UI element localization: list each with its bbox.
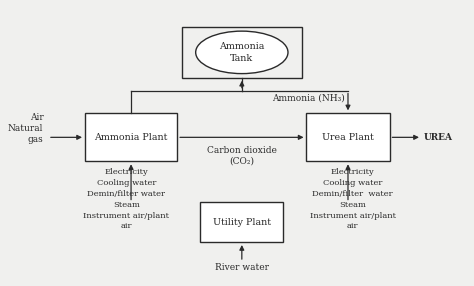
FancyBboxPatch shape [182, 27, 302, 78]
Text: Steam: Steam [339, 201, 366, 209]
Text: Demin/filter water: Demin/filter water [87, 190, 165, 198]
Text: Electricity: Electricity [105, 168, 148, 176]
Text: Ammonia (NH₃): Ammonia (NH₃) [273, 94, 345, 102]
Ellipse shape [196, 31, 288, 74]
Text: Instrument air/plant: Instrument air/plant [310, 212, 396, 220]
Text: Electricity: Electricity [331, 168, 374, 176]
FancyBboxPatch shape [85, 113, 177, 161]
FancyBboxPatch shape [201, 202, 283, 242]
Text: Instrument air/plant: Instrument air/plant [83, 212, 169, 220]
Text: Air
Natural
gas: Air Natural gas [8, 113, 43, 144]
Text: Demin/filter  water: Demin/filter water [312, 190, 393, 198]
Text: UREA: UREA [424, 133, 453, 142]
Text: River water: River water [215, 263, 269, 272]
Text: Carbon dioxide
(CO₂): Carbon dioxide (CO₂) [207, 146, 277, 166]
Text: Cooling water: Cooling water [323, 179, 383, 187]
Text: Ammonia
Tank: Ammonia Tank [219, 42, 264, 63]
Text: Urea Plant: Urea Plant [322, 133, 374, 142]
FancyBboxPatch shape [307, 113, 390, 161]
Text: Steam: Steam [113, 201, 140, 209]
Text: Ammonia Plant: Ammonia Plant [94, 133, 168, 142]
Text: Cooling water: Cooling water [97, 179, 156, 187]
Text: air: air [121, 222, 132, 230]
Text: Utility Plant: Utility Plant [213, 218, 271, 227]
Text: air: air [347, 222, 358, 230]
